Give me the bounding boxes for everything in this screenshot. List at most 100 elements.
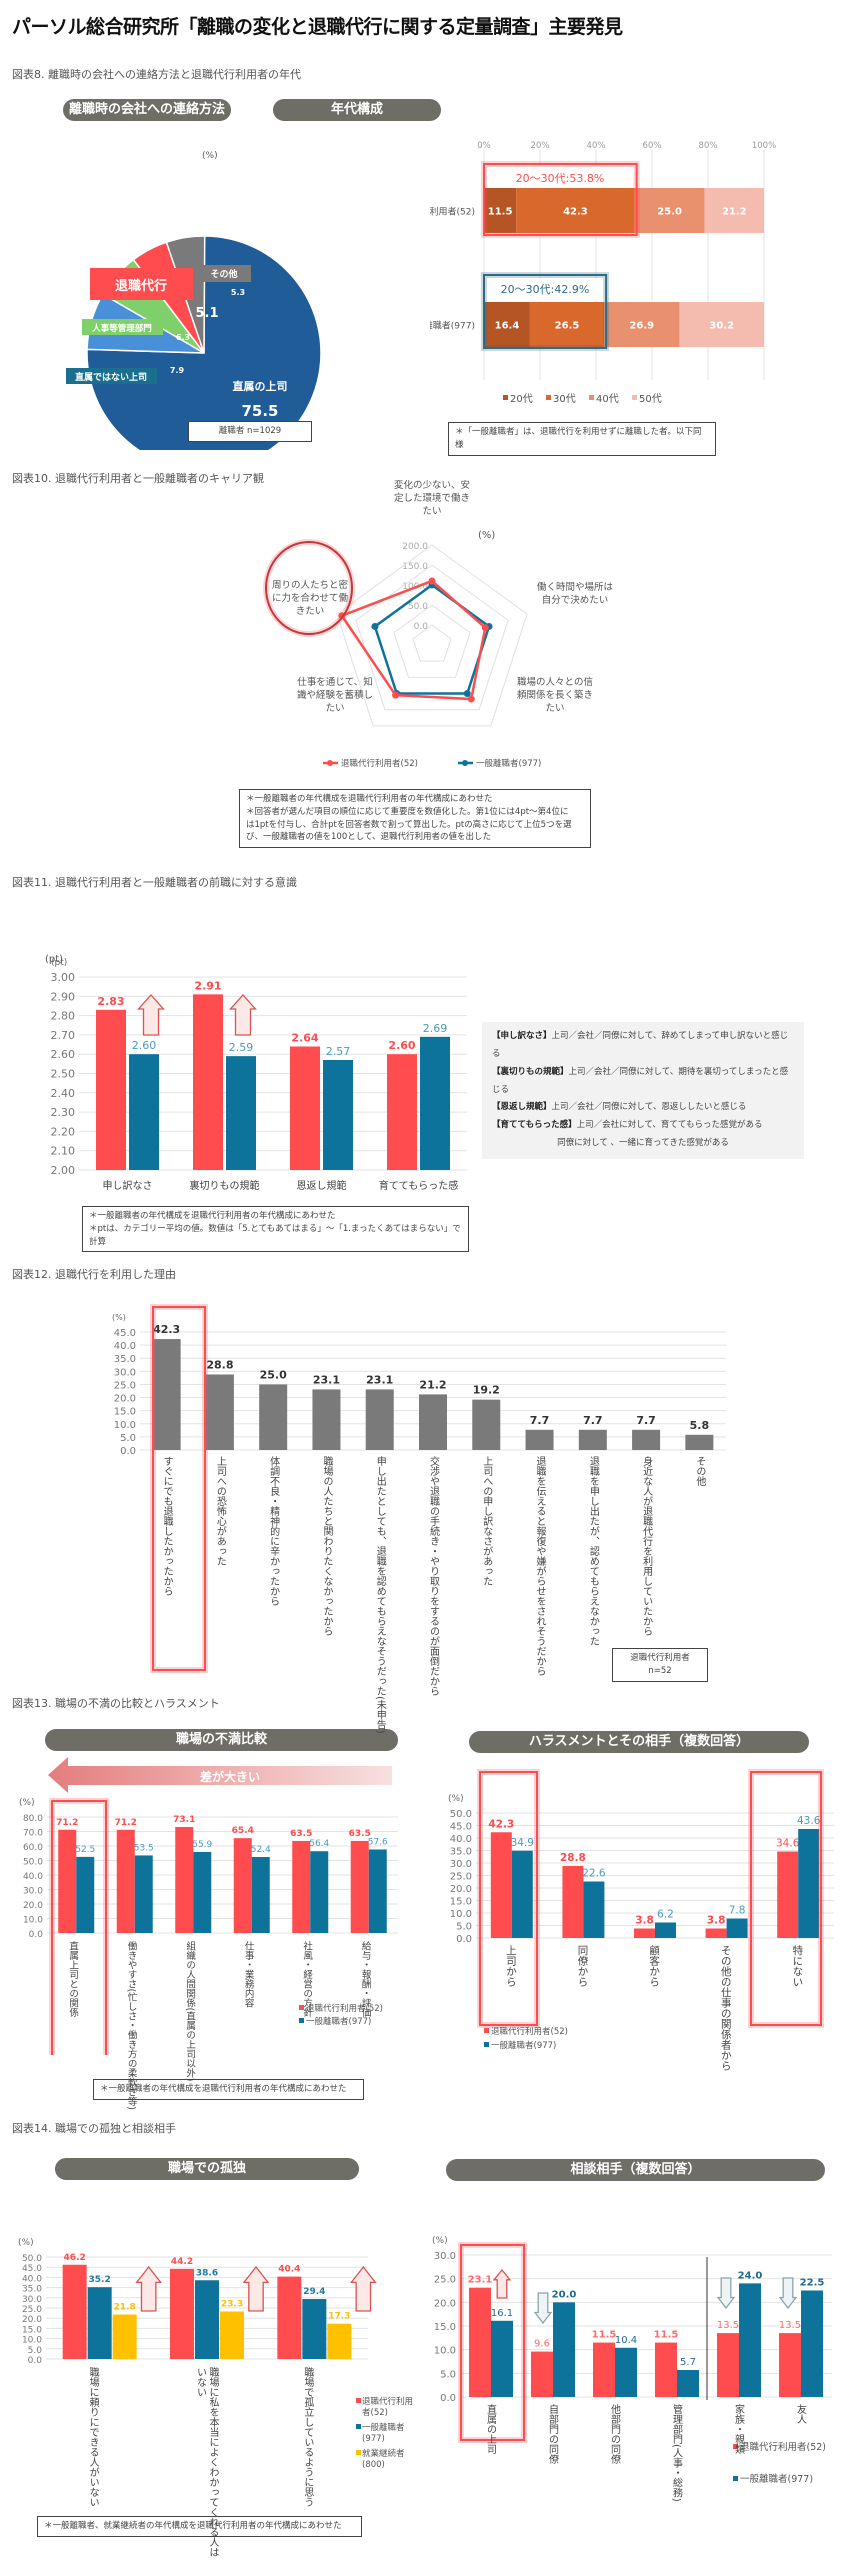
svg-text:退職代行利用者(52): 退職代行利用者(52) <box>430 206 475 218</box>
y-tick-label: 60.0 <box>23 1843 43 1853</box>
bar <box>583 1881 605 1938</box>
svg-text:80%: 80% <box>699 141 718 151</box>
y-tick-label: 45.0 <box>114 1328 136 1339</box>
category-label: 組織の人間関係(直属の上司以外) <box>184 1941 196 2082</box>
up-arrow-icon <box>242 2265 270 2312</box>
svg-text:7.7: 7.7 <box>530 1414 550 1427</box>
svg-text:識や経験を蓄積し: 識や経験を蓄積し <box>297 689 373 701</box>
svg-text:2.91: 2.91 <box>194 979 221 992</box>
bar <box>292 1840 311 1933</box>
svg-text:57.6: 57.6 <box>368 1837 388 1847</box>
svg-text:34.9: 34.9 <box>511 1837 534 1849</box>
bar <box>112 2314 137 2359</box>
bar <box>323 1059 353 1170</box>
bar <box>312 1389 341 1450</box>
highlight-box <box>483 274 608 349</box>
bar <box>220 2311 244 2359</box>
svg-text:直属ではない上司: 直属ではない上司 <box>75 371 147 383</box>
y-tick-label: 25.0 <box>450 1872 472 1883</box>
svg-text:28.8: 28.8 <box>560 1852 586 1864</box>
svg-text:一般離職者(977): 一般離職者(977) <box>430 320 475 332</box>
svg-text:26.9: 26.9 <box>629 321 654 332</box>
fig8-stacked-chart: 0% 20% 40% 60% 80% 100% 退職代行利用者(52) 11.5 42.3 25.… <box>394 120 848 450</box>
y-tick-label: 25.0 <box>434 2275 456 2286</box>
bar <box>798 1829 820 1938</box>
svg-text:(pt): (pt) <box>51 958 67 968</box>
y-tick-label: 2.20 <box>51 1125 76 1138</box>
category-label: 職場の人たちと関わりたくなかったから <box>320 1456 332 1636</box>
fig10-radar-chart: 0.0 50.0 100.0 150.0 200.0 (%) 変化の少ない、安 定した環境で働… <box>0 479 848 780</box>
bar <box>655 2342 677 2397</box>
svg-text:たい: たい <box>325 703 344 714</box>
y-tick-label: 0.0 <box>440 2393 456 2404</box>
bar <box>76 1856 95 1933</box>
y-tick-label: 20.0 <box>22 2315 42 2325</box>
fig14-left-pill: 職場での孤独 <box>55 2158 359 2180</box>
fig14-right-chart: 30.0 25.0 20.0 15.0 10.0 5.0 0.0 (%) 23.1 16.1 9.6… <box>424 2185 848 2515</box>
y-tick-label: 2.50 <box>51 1068 76 1081</box>
fig13-left-pill: 職場の不満比較 <box>45 1729 398 1751</box>
bar <box>96 1009 126 1170</box>
y-tick-label: 15.0 <box>114 1407 136 1418</box>
y-tick-label: 5.0 <box>120 1433 136 1444</box>
svg-text:38.6: 38.6 <box>196 2268 218 2278</box>
svg-text:16.1: 16.1 <box>491 2308 513 2319</box>
svg-text:職場の人々との信: 職場の人々との信 <box>517 676 593 688</box>
svg-text:(%): (%) <box>448 1794 464 1804</box>
category-label: 身近な人が退職代行を利用していたから <box>640 1456 652 1636</box>
y-tick-label: 40.0 <box>22 2274 42 2284</box>
y-tick-label: 15.0 <box>22 2325 42 2335</box>
svg-text:42.3: 42.3 <box>153 1323 180 1336</box>
bar <box>327 2323 352 2359</box>
y-tick-label: 2.00 <box>51 1164 76 1177</box>
svg-text:たい: たい <box>545 703 564 714</box>
svg-text:退職代行利用者(52): 退職代行利用者(52) <box>341 758 418 769</box>
fig14-note: ＊一般離職者、就業継続者の年代構成を退職代行利用者の年代構成にあわせた <box>37 2516 362 2537</box>
svg-text:6.2: 6.2 <box>657 1909 674 1921</box>
category-label: 他部門の同僚 <box>608 2404 620 2464</box>
y-tick-label: 10.0 <box>23 1916 43 1926</box>
bar <box>491 2320 513 2397</box>
fig8-title: 図表8. 離職時の会社への連絡方法と退職代行利用者の年代 <box>12 68 301 81</box>
y-tick-label: 15.0 <box>434 2322 456 2333</box>
svg-text:6.3: 6.3 <box>176 333 190 342</box>
svg-text:退職代行利用者(52): 退職代行利用者(52) <box>306 2003 383 2014</box>
y-tick-label: 35.0 <box>22 2285 42 2295</box>
fig11-note: ＊一般離職者の年代構成を退職代行利用者の年代構成にあわせた ＊ptは、カテゴリー… <box>82 1206 469 1253</box>
y-tick-label: 0.0 <box>456 1934 472 1945</box>
bar <box>134 1855 153 1933</box>
y-tick-label: 30.0 <box>23 1887 43 1897</box>
bar <box>615 2347 637 2397</box>
stacked-segment <box>484 188 517 233</box>
svg-text:退職代行利用: 退職代行利用 <box>362 2396 413 2407</box>
svg-text:一般離職者(977): 一般離職者(977) <box>476 758 541 769</box>
svg-text:11.5: 11.5 <box>488 207 513 218</box>
category-label: 申し出たとしても、退職を認めてもらえなそうだった(未申告) <box>374 1456 386 1734</box>
fig14-title: 図表14. 職場での孤独と相談相手 <box>12 2122 176 2135</box>
svg-text:40.4: 40.4 <box>278 2265 300 2275</box>
fig12-title: 図表12. 退職代行を利用した理由 <box>12 1268 176 1281</box>
category-label: 管理部門(人事・総務) <box>670 2404 682 2502</box>
fig11-bar-chart: 3.00 2.90 2.80 2.70 2.60 2.50 2.40 2.30 2.20 2.10… <box>0 900 480 1230</box>
svg-text:2.60: 2.60 <box>388 1039 415 1052</box>
fig10-note: ＊一般離職者の年代構成を退職代行利用者の年代構成にあわせた ＊回答者が選んだ項目… <box>239 789 591 848</box>
svg-text:に力を合わせて働: に力を合わせて働 <box>272 592 349 604</box>
bar <box>87 2287 112 2359</box>
bar <box>469 2287 491 2397</box>
svg-text:2.57: 2.57 <box>326 1045 351 1058</box>
category-label: 職場に私を本当によくわかってくれる人はいない <box>194 2367 219 2557</box>
svg-text:100%: 100% <box>752 141 776 151</box>
svg-text:(%): (%) <box>18 2238 34 2248</box>
y-tick-label: 0.0 <box>29 1930 44 1940</box>
fig13-right-chart: 50.0 45.0 40.0 35.0 30.0 25.0 20.0 15.0 10.0 5.0 0… <box>424 1755 848 2055</box>
bar <box>387 1054 417 1170</box>
svg-text:10.4: 10.4 <box>615 2335 637 2346</box>
svg-text:75.5: 75.5 <box>241 402 278 420</box>
fig12-bar-chart: 45.0 40.0 35.0 30.0 25.0 20.0 15.0 10.0 5.0 0.0 (%… <box>0 1280 848 1680</box>
bar <box>634 1928 655 1938</box>
y-tick-label: 2.70 <box>51 1029 76 1042</box>
svg-text:20.0: 20.0 <box>552 2289 577 2300</box>
svg-text:20代: 20代 <box>510 393 533 405</box>
category-label: 給与・報酬・評価 <box>359 1941 371 2017</box>
svg-text:44.2: 44.2 <box>171 2257 193 2267</box>
